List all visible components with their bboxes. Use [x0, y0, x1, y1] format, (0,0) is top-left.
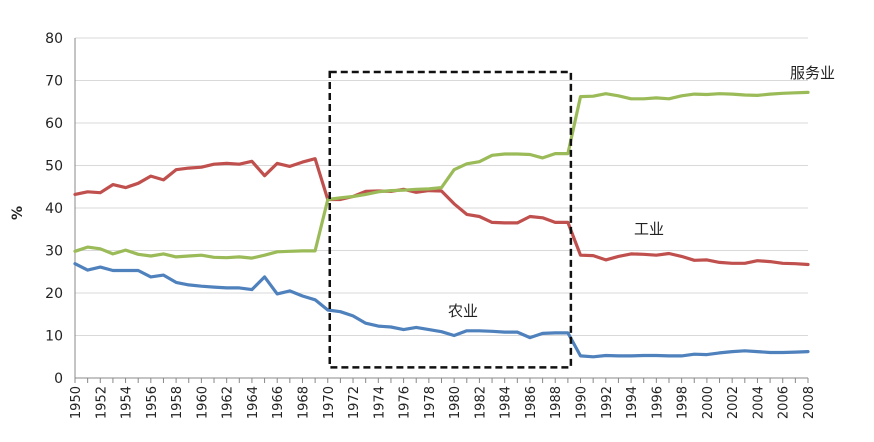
y-tick-label: 80	[45, 31, 63, 47]
x-tick-label: 1974	[372, 386, 387, 419]
x-tick-label: 1954	[120, 386, 135, 419]
y-tick-label: 60	[45, 116, 63, 132]
x-tick-label: 1964	[246, 386, 261, 419]
y-tick-label: 10	[45, 329, 63, 345]
x-tick-label: 1956	[145, 386, 160, 419]
y-tick-label: 30	[45, 244, 63, 260]
y-tick-label: 50	[45, 159, 63, 175]
series-line-2	[73, 262, 810, 359]
x-tick-label: 1986	[524, 386, 539, 419]
x-tick-label: 1970	[322, 386, 337, 419]
x-tick-labels: 1950 1952 1954 1956 1958 1960 1962 1964 1966 1968…	[69, 386, 817, 419]
series-line-0	[73, 157, 810, 267]
x-tick-label: 1980	[448, 386, 463, 419]
x-tick-label: 1988	[549, 386, 564, 419]
x-tick-label: 2004	[751, 386, 766, 419]
x-tick-label: 2008	[802, 386, 817, 419]
x-tick-label: 1996	[650, 386, 665, 419]
x-tick-label: 1984	[499, 386, 514, 419]
x-tick-label: 2006	[777, 386, 792, 419]
y-tick-label: 0	[54, 371, 63, 387]
x-tick-label: 1982	[473, 386, 488, 419]
x-tick-label: 1968	[296, 386, 311, 419]
series-label: 农业	[448, 302, 478, 320]
highlight-box	[328, 70, 573, 369]
x-tick-label: 1972	[347, 386, 362, 419]
y-tick-label: 40	[45, 201, 63, 217]
y-axis-label: %	[10, 206, 26, 220]
x-tick-label: 1990	[575, 386, 590, 419]
y-tick-labels: 0 10 20 30 40 50 60 70 80	[45, 31, 63, 387]
x-tick-label: 1960	[195, 386, 210, 419]
series-lines	[73, 90, 810, 359]
x-tick-label: 1978	[423, 386, 438, 419]
x-tick-label: 1958	[170, 386, 185, 419]
x-tick-label: 1950	[69, 386, 84, 419]
series-label: 工业	[634, 220, 664, 238]
y-tick-label: 20	[45, 286, 63, 302]
x-tick-label: 1966	[271, 386, 286, 419]
gridlines	[75, 37, 808, 336]
x-tick-label: 1992	[600, 386, 615, 419]
x-tick-label: 1994	[625, 386, 640, 419]
x-tick-label: 2002	[726, 386, 741, 419]
x-tick-label: 1976	[398, 386, 413, 419]
series-line-1	[73, 90, 810, 260]
axes	[74, 38, 809, 383]
series-label: 服务业	[790, 64, 835, 82]
x-tick-label: 1962	[221, 386, 236, 419]
x-tick-label: 1998	[676, 386, 691, 419]
x-tick-label: 1952	[94, 386, 109, 419]
x-tick-label: 2000	[701, 386, 716, 419]
y-tick-label: 70	[45, 74, 63, 90]
